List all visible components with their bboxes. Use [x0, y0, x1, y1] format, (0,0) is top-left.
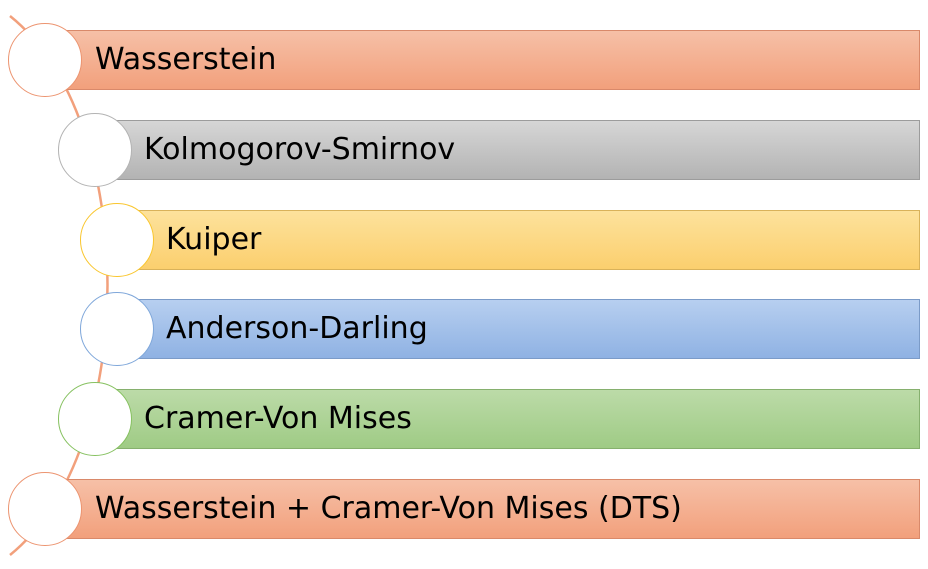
list-bar-1: Wasserstein	[44, 30, 920, 90]
list-item-label: Kolmogorov-Smirnov	[144, 131, 456, 167]
list-circle-3	[80, 203, 154, 277]
list-circle-5	[58, 382, 132, 456]
list-item-label: Kuiper	[166, 221, 262, 257]
list-circle-2	[58, 113, 132, 187]
list-item-label: Wasserstein	[95, 41, 277, 77]
list-item-label: Anderson-Darling	[166, 310, 428, 346]
list-item-label: Cramer-Von Mises	[144, 400, 412, 436]
list-bar-2: Kolmogorov-Smirnov	[95, 120, 920, 180]
list-bar-6: Wasserstein + Cramer-Von Mises (DTS)	[44, 479, 920, 539]
list-item-label: Wasserstein + Cramer-Von Mises (DTS)	[95, 490, 682, 526]
list-circle-6	[8, 472, 82, 546]
list-bar-5: Cramer-Von Mises	[95, 389, 920, 449]
list-circle-4	[80, 292, 154, 366]
list-bar-4: Anderson-Darling	[117, 299, 920, 359]
list-circle-1	[8, 23, 82, 97]
list-bar-3: Kuiper	[117, 210, 920, 270]
